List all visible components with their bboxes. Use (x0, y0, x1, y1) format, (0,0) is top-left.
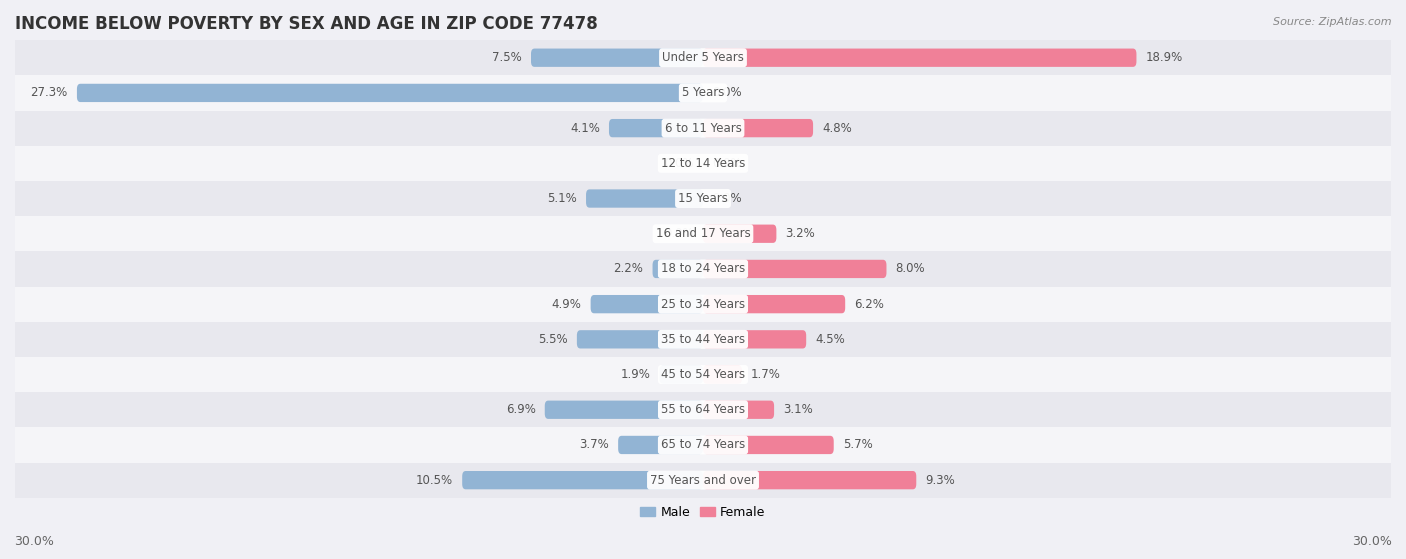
FancyBboxPatch shape (703, 260, 886, 278)
Text: 9.3%: 9.3% (925, 473, 955, 487)
Text: 4.8%: 4.8% (823, 122, 852, 135)
Text: 2.2%: 2.2% (613, 262, 644, 276)
Text: 5 Years: 5 Years (682, 87, 724, 100)
FancyBboxPatch shape (586, 190, 703, 208)
FancyBboxPatch shape (703, 330, 806, 348)
Bar (15, 216, 1391, 252)
Text: Under 5 Years: Under 5 Years (662, 51, 744, 64)
FancyBboxPatch shape (576, 330, 703, 348)
Text: 1.7%: 1.7% (751, 368, 782, 381)
Text: 4.1%: 4.1% (569, 122, 600, 135)
Text: 3.1%: 3.1% (783, 403, 813, 416)
Text: 18.9%: 18.9% (1146, 51, 1182, 64)
FancyBboxPatch shape (544, 401, 703, 419)
Bar (15, 252, 1391, 287)
FancyBboxPatch shape (703, 436, 834, 454)
FancyBboxPatch shape (703, 225, 776, 243)
FancyBboxPatch shape (703, 49, 1136, 67)
Text: 5.1%: 5.1% (547, 192, 576, 205)
Text: 15 Years: 15 Years (678, 192, 728, 205)
Text: 55 to 64 Years: 55 to 64 Years (661, 403, 745, 416)
Text: 0.0%: 0.0% (713, 87, 742, 100)
Text: 10.5%: 10.5% (416, 473, 453, 487)
Text: 75 Years and over: 75 Years and over (650, 473, 756, 487)
Bar (15, 146, 1391, 181)
Text: 4.5%: 4.5% (815, 333, 845, 346)
Text: INCOME BELOW POVERTY BY SEX AND AGE IN ZIP CODE 77478: INCOME BELOW POVERTY BY SEX AND AGE IN Z… (15, 15, 598, 33)
FancyBboxPatch shape (703, 119, 813, 138)
Text: 35 to 44 Years: 35 to 44 Years (661, 333, 745, 346)
Text: 8.0%: 8.0% (896, 262, 925, 276)
FancyBboxPatch shape (591, 295, 703, 313)
FancyBboxPatch shape (531, 49, 703, 67)
Text: 12 to 14 Years: 12 to 14 Years (661, 157, 745, 170)
Text: 65 to 74 Years: 65 to 74 Years (661, 438, 745, 452)
FancyBboxPatch shape (703, 471, 917, 489)
Text: 16 and 17 Years: 16 and 17 Years (655, 227, 751, 240)
Bar (15, 392, 1391, 427)
Text: 0.0%: 0.0% (664, 227, 693, 240)
Bar (15, 357, 1391, 392)
Bar (15, 75, 1391, 111)
FancyBboxPatch shape (659, 366, 703, 383)
Text: 6.9%: 6.9% (506, 403, 536, 416)
FancyBboxPatch shape (463, 471, 703, 489)
Text: 45 to 54 Years: 45 to 54 Years (661, 368, 745, 381)
Text: 30.0%: 30.0% (14, 535, 53, 548)
FancyBboxPatch shape (652, 260, 703, 278)
Text: 1.9%: 1.9% (620, 368, 650, 381)
Text: 0.0%: 0.0% (713, 157, 742, 170)
Text: 25 to 34 Years: 25 to 34 Years (661, 297, 745, 311)
FancyBboxPatch shape (609, 119, 703, 138)
Text: 5.7%: 5.7% (842, 438, 873, 452)
Text: 18 to 24 Years: 18 to 24 Years (661, 262, 745, 276)
Text: 7.5%: 7.5% (492, 51, 522, 64)
FancyBboxPatch shape (703, 401, 775, 419)
Bar (15, 322, 1391, 357)
FancyBboxPatch shape (703, 295, 845, 313)
Text: 0.0%: 0.0% (664, 157, 693, 170)
Text: Source: ZipAtlas.com: Source: ZipAtlas.com (1274, 17, 1392, 27)
FancyBboxPatch shape (703, 366, 742, 383)
Text: 5.5%: 5.5% (538, 333, 568, 346)
Bar (15, 181, 1391, 216)
Bar (15, 462, 1391, 498)
Bar (15, 111, 1391, 146)
Text: 6 to 11 Years: 6 to 11 Years (665, 122, 741, 135)
Text: 3.7%: 3.7% (579, 438, 609, 452)
Text: 3.2%: 3.2% (786, 227, 815, 240)
Bar (15, 287, 1391, 322)
Text: 30.0%: 30.0% (1353, 535, 1392, 548)
FancyBboxPatch shape (619, 436, 703, 454)
Bar (15, 427, 1391, 462)
Text: 4.9%: 4.9% (551, 297, 582, 311)
FancyBboxPatch shape (77, 84, 703, 102)
Text: 27.3%: 27.3% (31, 87, 67, 100)
Legend: Male, Female: Male, Female (636, 500, 770, 524)
Bar (15, 40, 1391, 75)
Text: 6.2%: 6.2% (855, 297, 884, 311)
Text: 0.0%: 0.0% (713, 192, 742, 205)
